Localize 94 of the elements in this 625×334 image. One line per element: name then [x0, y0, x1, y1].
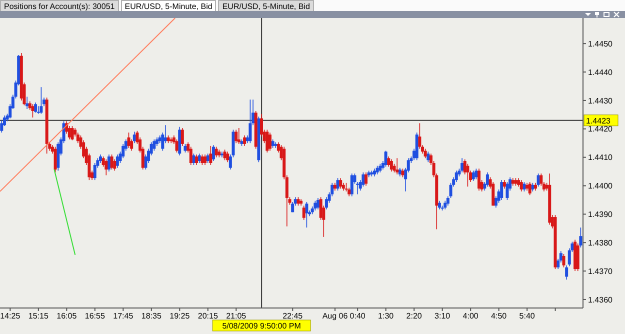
candlestick [415, 132, 418, 161]
candlestick [104, 158, 108, 176]
x-tick-label: 1:30 [378, 312, 394, 321]
y-tick-label: 1.4370 [588, 266, 614, 276]
candlestick [426, 151, 430, 163]
candlestick [466, 163, 470, 187]
candlestick [350, 173, 354, 197]
candlestick [180, 128, 184, 146]
candlestick [460, 158, 464, 173]
candlestick [302, 205, 306, 220]
text: EUR/USD, 5-Minute, Bid [218, 0, 314, 11]
candlestick [339, 178, 342, 189]
candlestick [54, 146, 57, 173]
x-tick-label: Aug 06 [322, 312, 348, 321]
candlestick [122, 144, 125, 159]
candlestick [384, 150, 388, 168]
candlestick [500, 180, 504, 200]
candlestick [387, 156, 390, 168]
candlestick [113, 158, 116, 172]
candlestick [200, 154, 204, 166]
candlestick [362, 172, 365, 187]
candlestick [424, 148, 427, 159]
candlestick [0, 120, 4, 133]
y-tick-label: 1.4400 [588, 182, 614, 191]
x-tick-label: 18:35 [141, 312, 162, 321]
x-tick-label: 16:05 [56, 312, 78, 321]
x-tick-label: 5:40 [519, 312, 536, 321]
text: Positions for Account(s): 30051 [0, 0, 119, 11]
candlestick [364, 172, 368, 186]
candlestick [579, 227, 582, 248]
x-tick-label: 21:05 [226, 312, 247, 321]
x-tick-label: 16:55 [84, 312, 106, 321]
candlestick [478, 168, 480, 191]
ref-line-label: 5/08/2009 9:50:00 PM [222, 322, 302, 330]
candlestick [34, 102, 38, 114]
x-tick-label: 4:50 [491, 312, 508, 321]
y-tick-label: 1.4360 [588, 295, 614, 304]
candlestick [528, 182, 532, 196]
candlestick [474, 168, 478, 180]
candlestick [446, 196, 450, 206]
candlestick [390, 158, 393, 172]
candlestick [209, 146, 212, 166]
candlestick [314, 200, 317, 211]
candlestick [127, 132, 130, 148]
y-tick-label: 1.4440 [588, 68, 614, 77]
candlestick [226, 151, 230, 163]
candlestick [324, 196, 328, 210]
candlestick [576, 243, 580, 272]
candlestick [562, 254, 566, 268]
x-tick-label: 2:20 [406, 312, 422, 321]
candlestick [486, 172, 489, 187]
candlestick [178, 126, 182, 156]
candlestick [248, 99, 252, 144]
candlestick [40, 86, 43, 114]
candlestick [189, 146, 192, 166]
candlestick [305, 202, 308, 228]
candlestick [195, 154, 198, 166]
candlestick [70, 126, 74, 141]
y-tick-label: 1.4410 [588, 153, 614, 162]
candlestick [266, 129, 269, 153]
x-tick-label: 17:45 [113, 312, 134, 321]
candlestick [31, 104, 34, 118]
x-tick-label: 14:25 [0, 312, 21, 321]
y-tick-label: 1.4450 [588, 39, 614, 48]
x-tick-label: 4:00 [462, 312, 479, 321]
y-tick-label: 1.4390 [588, 210, 614, 220]
x-tick-label: 19:25 [170, 312, 190, 321]
x-tick-label: 22:45 [282, 312, 304, 321]
y-tick-label: 1.4420 [588, 124, 614, 134]
x-tick-label: 15:15 [28, 312, 49, 321]
candlestick [175, 139, 178, 153]
candlestick [565, 264, 568, 280]
candlestick [418, 122, 422, 150]
y-tick-label: 1.4430 [588, 96, 614, 106]
candlestick [243, 135, 246, 146]
x-tick-label: 20:15 [198, 312, 218, 321]
x-tick-label: 3:10 [434, 312, 451, 321]
text: EUR/USD, 5-Minute, Bid [120, 0, 216, 11]
ref-line-label: 1.4423 [586, 116, 612, 126]
candlestick [214, 146, 218, 158]
y-tick-label: 1.4380 [588, 238, 614, 248]
candlestick [268, 132, 272, 152]
candlestick [454, 170, 458, 182]
candlestick [152, 139, 156, 152]
candlestick [234, 129, 238, 144]
candlestick [316, 198, 320, 210]
candlestick [212, 144, 215, 162]
candlestick [110, 154, 114, 170]
candlestick [396, 158, 399, 175]
candlestick [520, 180, 523, 192]
x-tick-label: 0:40 [350, 312, 366, 321]
candlestick [204, 154, 207, 166]
candlestick [107, 154, 110, 172]
candlestick [116, 154, 119, 168]
